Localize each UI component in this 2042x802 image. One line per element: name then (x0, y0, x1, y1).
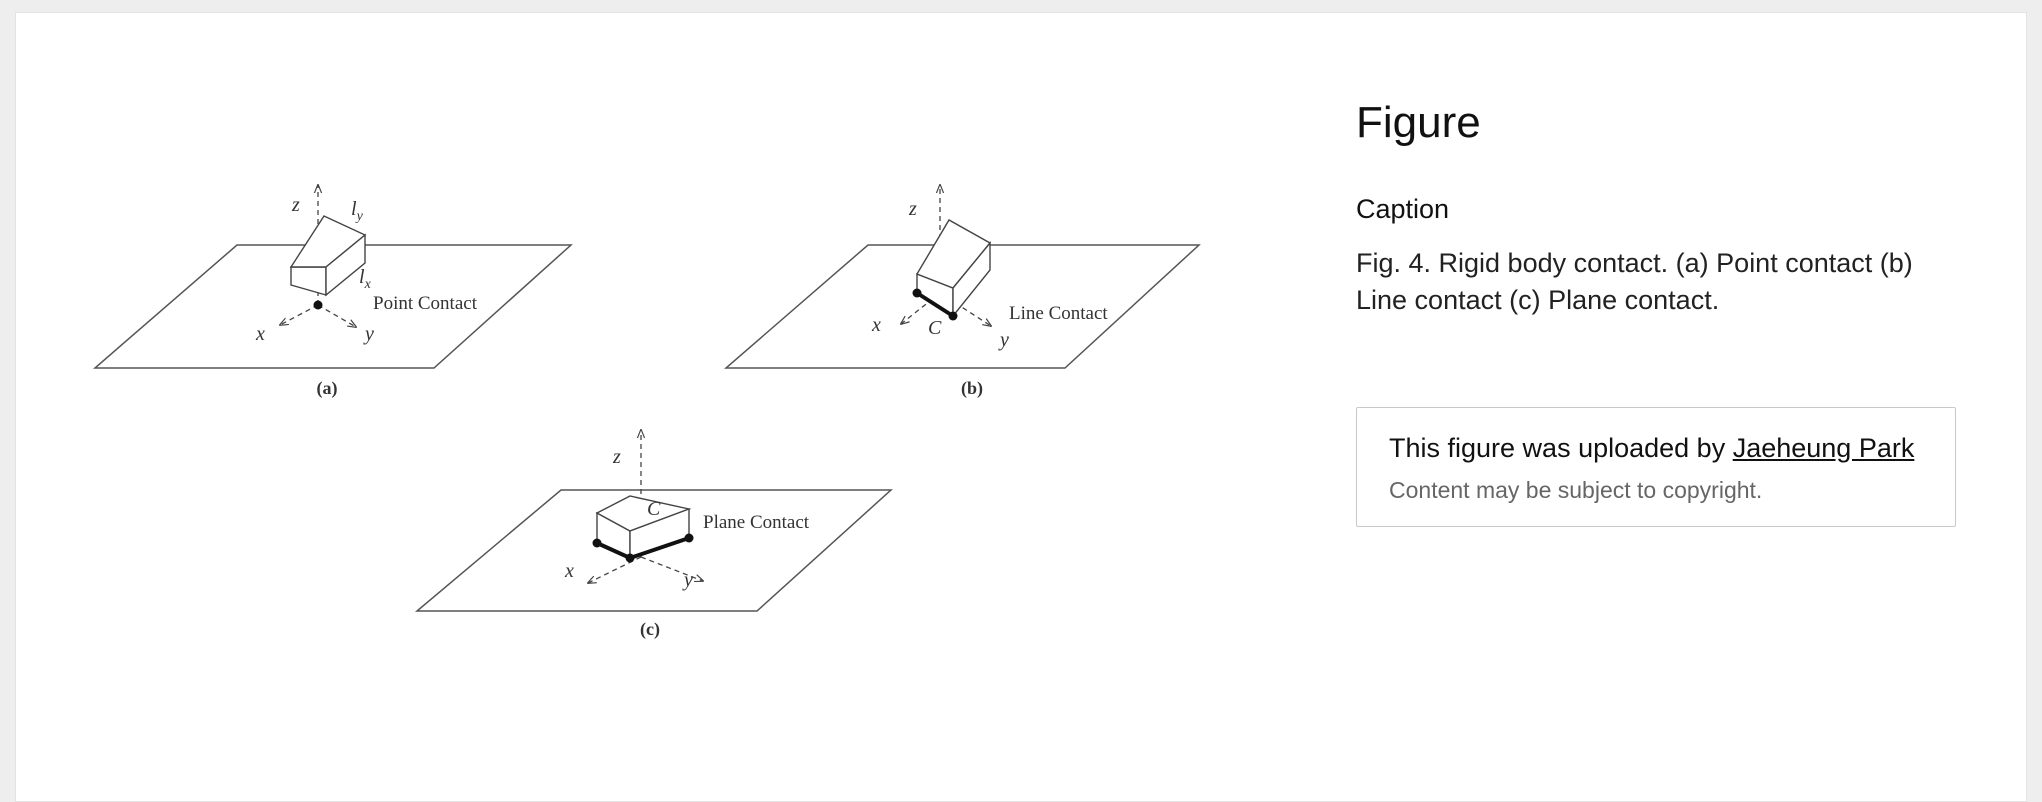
y-axis-label: y (682, 569, 693, 591)
contact-diagram: z ly lx Point Contact x y (a) z (79, 163, 1246, 650)
contact-label: Point Contact (373, 293, 478, 314)
z-axis-label: z (291, 194, 300, 216)
panel-label: (c) (640, 619, 660, 640)
uploader-link[interactable]: Jaeheung Park (1732, 432, 1915, 463)
caption-text: Fig. 4. Rigid body contact. (a) Point co… (1356, 247, 1913, 315)
caption-heading: Caption (1356, 193, 1450, 224)
ly-label: ly (351, 198, 364, 224)
x-axis-label: x (871, 314, 881, 336)
box-face (290, 266, 327, 296)
contact-end-point (912, 288, 922, 298)
panel-label: (b) (961, 378, 983, 399)
uploader-box: This figure was uploaded by Jaeheung Par… (1356, 406, 1956, 527)
panel-a: z ly lx Point Contact x y (a) (92, 185, 573, 399)
x-axis-label: x (564, 560, 574, 582)
z-axis-label: z (908, 198, 917, 220)
z-axis-label: z (612, 446, 621, 468)
figure-info-panel: Figure Caption Fig. 4. Rigid body contac… (1356, 97, 1956, 527)
x-axis-label: x (255, 323, 265, 345)
contact-line (915, 291, 955, 318)
contact-corner-point (684, 533, 694, 543)
y-axis (317, 304, 356, 327)
ground-plane (414, 489, 893, 612)
ground-plane (723, 244, 1201, 369)
c-label: C (647, 498, 661, 520)
y-axis-label: y (998, 329, 1009, 351)
y-axis-label: y (363, 323, 374, 345)
contact-label: Line Contact (1009, 303, 1108, 324)
contact-label: Plane Contact (703, 512, 810, 533)
copyright-note: Content may be subject to copyright. (1389, 476, 1763, 503)
page-title: Figure (1356, 98, 1481, 147)
lx-label: lx (359, 266, 372, 292)
contact-end-point (948, 311, 958, 321)
panel-label: (a) (317, 378, 338, 399)
x-axis (280, 304, 319, 325)
contact-corner-point (592, 538, 602, 548)
y-axis (640, 556, 703, 581)
contact-point (313, 300, 323, 310)
ground-plane (92, 244, 573, 369)
contact-corner-point (625, 553, 635, 563)
panel-b: z Line Contact C x y (b) (723, 185, 1201, 399)
figure-card: z ly lx Point Contact x y (a) z (15, 12, 2027, 802)
box-side (325, 233, 366, 297)
contact-diagram-svg: z ly lx Point Contact x y (a) z (92, 163, 1201, 640)
c-label: C (928, 317, 942, 339)
panel-c: z C Plane Contact x y (c) (414, 430, 893, 640)
uploader-line: This figure was uploaded by Jaeheung Par… (1389, 430, 1925, 467)
uploader-prefix: This figure was uploaded by (1389, 432, 1733, 463)
box-side (952, 241, 991, 318)
